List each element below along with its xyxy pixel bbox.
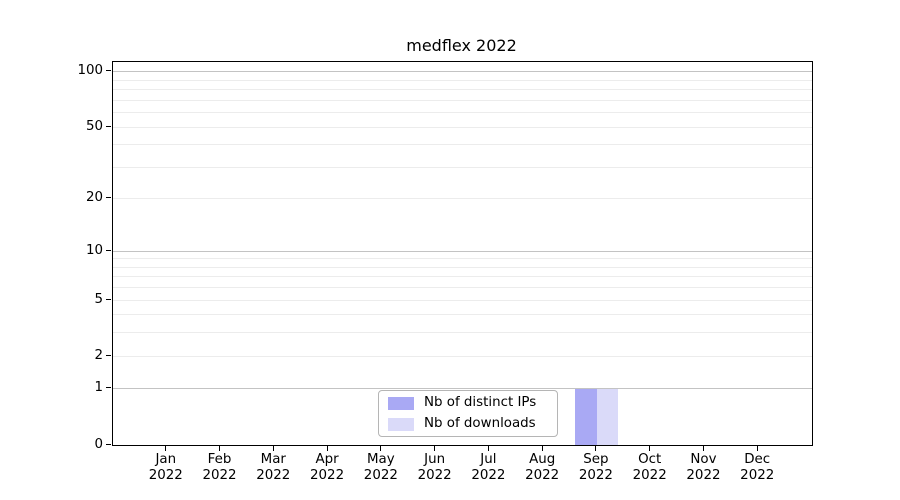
gridline-minor <box>113 266 812 268</box>
x-tick-mark <box>165 446 167 451</box>
x-tick-month: Aug <box>529 452 556 467</box>
y-tick-label: 1 <box>94 380 103 396</box>
x-tick-month: Jul <box>480 452 497 467</box>
x-tick-month: Apr <box>315 452 339 467</box>
x-tick-mark <box>380 446 382 451</box>
x-tick-label: Jul 2022 <box>456 452 520 483</box>
x-tick-month: Jun <box>424 452 446 467</box>
legend-label-downloads: Nb of downloads <box>424 416 536 431</box>
x-tick-mark <box>756 446 758 451</box>
gridline-minor <box>113 258 812 260</box>
x-tick-label: Dec 2022 <box>725 452 789 483</box>
x-tick-mark <box>649 446 651 451</box>
x-tick-mark <box>595 446 597 451</box>
x-tick-month: Mar <box>260 452 286 467</box>
x-tick-mark <box>702 446 704 451</box>
y-tick-label: 5 <box>94 291 103 307</box>
gridline-minor <box>113 276 812 278</box>
plot-area <box>112 61 813 446</box>
x-tick-label: Feb 2022 <box>188 452 252 483</box>
y-tick-mark <box>106 70 111 72</box>
x-tick-month: Dec <box>744 452 771 467</box>
gridline-minor <box>113 314 812 316</box>
x-tick-month: Feb <box>207 452 232 467</box>
legend-swatch-distinct-ips <box>388 396 414 410</box>
bar-nb-of-distinct-ips-sep <box>575 388 597 445</box>
x-tick-label: May 2022 <box>349 452 413 483</box>
x-tick-year: 2022 <box>525 467 560 483</box>
x-tick-label: Apr 2022 <box>295 452 359 483</box>
x-tick-year: 2022 <box>256 467 291 483</box>
y-tick-label: 10 <box>85 242 103 258</box>
x-tick-label: Aug 2022 <box>510 452 574 483</box>
gridline-minor <box>113 126 812 128</box>
y-tick-mark <box>106 298 111 300</box>
x-tick-label: Jun 2022 <box>403 452 467 483</box>
y-tick-label: 0 <box>94 436 103 452</box>
x-tick-month: Oct <box>638 452 662 467</box>
x-tick-mark <box>541 446 543 451</box>
x-tick-year: 2022 <box>471 467 506 483</box>
gridline-minor <box>113 144 812 146</box>
gridline-minor <box>113 299 812 301</box>
x-tick-month: Nov <box>690 452 717 467</box>
y-tick-mark <box>106 249 111 251</box>
x-tick-month: Sep <box>583 452 609 467</box>
gridline-minor <box>113 355 812 357</box>
x-tick-year: 2022 <box>363 467 398 483</box>
y-tick-label: 50 <box>85 118 103 134</box>
x-tick-year: 2022 <box>686 467 721 483</box>
x-tick-year: 2022 <box>202 467 237 483</box>
x-tick-year: 2022 <box>310 467 345 483</box>
legend-item-distinct-ips: Nb of distinct IPs <box>388 396 557 410</box>
legend-item-downloads: Nb of downloads <box>388 417 557 431</box>
gridline-minor <box>113 112 812 114</box>
gridline-minor <box>113 332 812 334</box>
x-tick-year: 2022 <box>417 467 452 483</box>
bar-nb-of-downloads-sep <box>596 388 619 445</box>
legend: Nb of distinct IPs Nb of downloads <box>378 390 558 437</box>
chart-title: medflex 2022 <box>406 36 517 55</box>
x-tick-label: Sep 2022 <box>564 452 628 483</box>
x-tick-mark <box>326 446 328 451</box>
gridline-major <box>113 71 812 73</box>
x-tick-label: Nov 2022 <box>671 452 735 483</box>
y-tick-mark <box>106 443 111 445</box>
gridline-minor <box>113 287 812 289</box>
y-tick-label: 2 <box>94 347 103 363</box>
legend-label-distinct-ips: Nb of distinct IPs <box>424 395 537 410</box>
gridline-minor <box>113 166 812 168</box>
gridline-minor <box>113 89 812 91</box>
gridline-major <box>113 388 812 390</box>
y-tick-mark <box>106 354 111 356</box>
x-tick-mark <box>219 446 221 451</box>
gridline-minor <box>113 198 812 200</box>
x-tick-year: 2022 <box>148 467 183 483</box>
x-tick-mark <box>272 446 274 451</box>
y-tick-label: 20 <box>85 190 103 206</box>
y-tick-mark <box>106 125 111 127</box>
legend-swatch-downloads <box>388 417 414 431</box>
y-tick-mark <box>106 387 111 389</box>
x-tick-year: 2022 <box>740 467 775 483</box>
gridline-minor <box>113 99 812 101</box>
x-tick-label: Jan 2022 <box>134 452 198 483</box>
x-tick-mark <box>434 446 436 451</box>
x-tick-label: Mar 2022 <box>241 452 305 483</box>
x-tick-label: Oct 2022 <box>618 452 682 483</box>
y-tick-mark <box>106 197 111 199</box>
gridline-major <box>113 250 812 252</box>
x-tick-year: 2022 <box>632 467 667 483</box>
gridline-minor <box>113 79 812 81</box>
x-tick-mark <box>487 446 489 451</box>
y-tick-label: 100 <box>77 63 103 79</box>
x-tick-month: Jan <box>155 452 177 467</box>
x-tick-year: 2022 <box>578 467 613 483</box>
x-tick-month: May <box>367 452 395 467</box>
